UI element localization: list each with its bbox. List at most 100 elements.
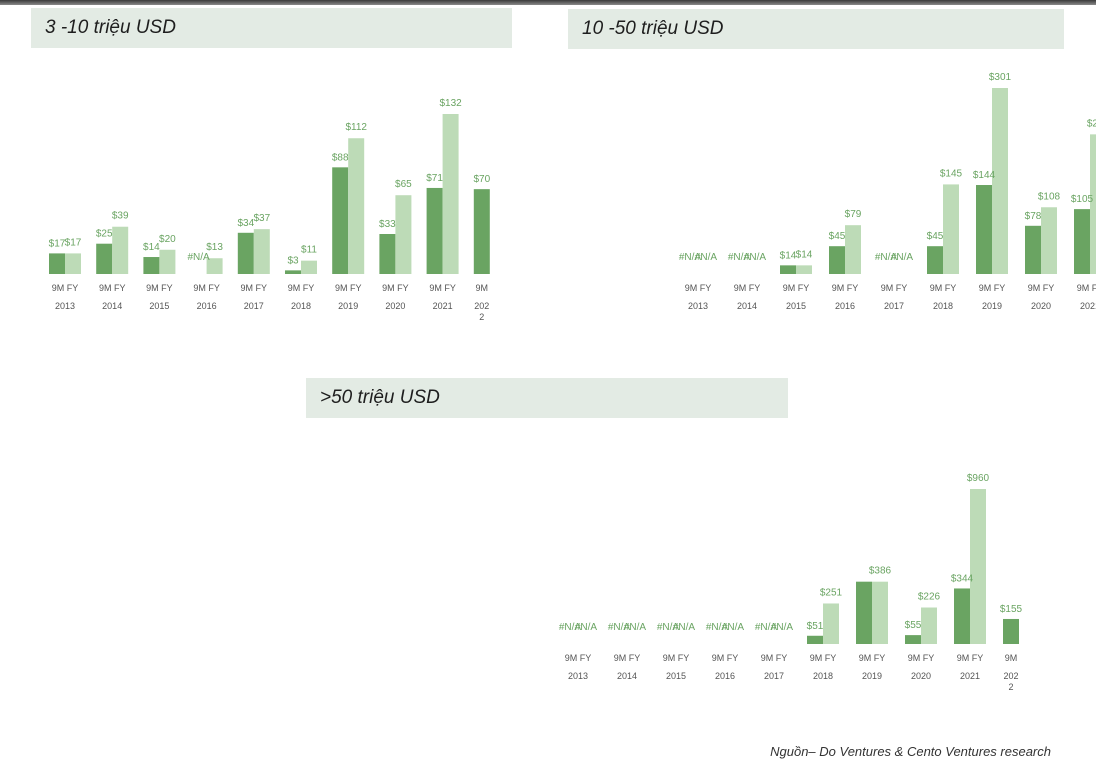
data-label-fy-2018: $145 (940, 168, 963, 179)
data-label-9m-2019: $144 (973, 170, 996, 181)
series-label-2014: 9M FY (614, 653, 641, 663)
data-label-fy-2013: $17 (65, 237, 82, 248)
chart-title-10-50m: 10 -50 triệu USD (568, 9, 1064, 49)
year-label-2021: 2021 (433, 301, 453, 311)
series-label-2013: 9M FY (52, 283, 79, 293)
data-label-fy-2019: $386 (869, 566, 892, 577)
bar-9m-2019 (976, 185, 992, 274)
year-label-2022: 202 (1003, 671, 1018, 681)
chart-title-over-50m: >50 triệu USD (306, 378, 788, 418)
data-label-9m-2020: $55 (905, 620, 922, 631)
series-label-2019: 9M FY (859, 653, 886, 663)
series-label-2020: 9M FY (908, 653, 935, 663)
bar-9m-2014 (96, 243, 113, 274)
bar-9m-2021 (1074, 209, 1090, 274)
data-label-9m-2014: #N/A (728, 252, 751, 263)
series-label-2018: 9M FY (288, 283, 315, 293)
bar-fy-2019 (872, 581, 888, 644)
data-label-fy-2013: #N/A (575, 622, 598, 633)
data-label-9m-2015: $14 (780, 250, 797, 261)
bar-9m-2013 (49, 253, 65, 274)
data-label-fy-2020: $226 (918, 592, 941, 603)
data-label-9m-2022: $155 (1000, 604, 1023, 615)
bar-fy-2018 (943, 184, 959, 274)
series-label-2016: 9M FY (193, 283, 220, 293)
year-label-2021: 2021 (1080, 301, 1096, 311)
data-label-fy-2017: $37 (253, 213, 270, 224)
year-label-2018: 2018 (933, 301, 953, 311)
data-label-9m-2021: $71 (426, 173, 443, 184)
bar-fy-2021 (442, 114, 459, 274)
bar-fy-2019 (348, 138, 365, 274)
bar-fy-2017 (253, 229, 270, 274)
data-label-9m-2016: #N/A (187, 252, 210, 263)
data-label-fy-2019: $301 (989, 72, 1012, 83)
year-label-2021: 2021 (960, 671, 980, 681)
data-label-fy-2017: #N/A (771, 622, 794, 633)
data-label-fy-2014: #N/A (744, 252, 767, 263)
bar-9m-2020 (379, 234, 396, 274)
bar-fy-2020 (395, 195, 412, 274)
top-border (0, 0, 1096, 5)
bar-9m-2020 (905, 635, 921, 644)
data-label-fy-2018: $251 (820, 587, 843, 598)
year-label-2017: 2017 (884, 301, 904, 311)
year-label-2020: 2020 (385, 301, 405, 311)
year-label-2014: 2014 (617, 671, 637, 681)
data-label-fy-2016: $13 (206, 242, 223, 253)
bar-fy-2020 (921, 607, 937, 644)
series-label-2013: 9M FY (565, 653, 592, 663)
data-label-9m-2014: $25 (96, 229, 113, 240)
series-label-2018: 9M FY (930, 283, 957, 293)
bar-fy-2016 (845, 225, 861, 274)
series-label-2014: 9M FY (734, 283, 761, 293)
year-label-2016: 2016 (197, 301, 217, 311)
data-label-9m-2013: $17 (49, 238, 66, 249)
data-label-9m-2015: #N/A (657, 622, 680, 633)
data-label-9m-2018: $51 (807, 621, 824, 632)
data-label-9m-2021: $344 (951, 573, 974, 584)
series-label-2022: 9M (1005, 653, 1018, 663)
data-label-9m-2017: #N/A (875, 252, 898, 263)
series-label-2017: 9M FY (761, 653, 788, 663)
data-label-9m-2018: $45 (927, 231, 944, 242)
bar-9m-2019 (332, 167, 349, 274)
data-label-9m-2019: $88 (332, 152, 349, 163)
chart-title-3-10m: 3 -10 triệu USD (31, 8, 512, 48)
data-label-fy-2019: $112 (345, 122, 367, 133)
year-label-2022-2: 2 (479, 312, 484, 322)
data-label-fy-2016: #N/A (722, 622, 745, 633)
data-label-9m-2015: $14 (143, 242, 160, 253)
data-label-9m-2018: $3 (287, 255, 299, 266)
year-label-2022: 202 (474, 301, 489, 311)
series-label-2013: 9M FY (685, 283, 712, 293)
data-label-fy-2018: $11 (301, 245, 317, 256)
series-label-2017: 9M FY (241, 283, 268, 293)
series-label-2015: 9M FY (663, 653, 690, 663)
data-label-9m-2016: #N/A (706, 622, 729, 633)
series-label-2017: 9M FY (881, 283, 908, 293)
data-label-9m-2017: #N/A (755, 622, 778, 633)
year-label-2018: 2018 (813, 671, 833, 681)
data-label-fy-2020: $108 (1038, 191, 1061, 202)
bar-9m-2022 (1003, 618, 1019, 644)
year-label-2019: 2019 (982, 301, 1002, 311)
data-label-fy-2021: $132 (439, 98, 462, 109)
series-label-2016: 9M FY (832, 283, 859, 293)
bar-fy-2021 (970, 489, 986, 644)
bar-9m-2020 (1025, 225, 1041, 274)
bar-chart-3-10m: $17 $17 9M FY 2013 $25 $39 9M FY 2014 $14$20 9M F… (49, 98, 491, 322)
bar-9m-2017 (237, 232, 254, 274)
bar-fy-2015 (796, 265, 812, 274)
series-label-2019: 9M FY (979, 283, 1006, 293)
data-label-9m-2020: $33 (379, 219, 396, 230)
bar-9m-2015 (780, 265, 796, 274)
year-label-2020: 2020 (911, 671, 931, 681)
series-label-2014: 9M FY (99, 283, 126, 293)
bar-9m-2016 (829, 246, 845, 274)
bar-fy-2014 (112, 226, 129, 274)
bar-fy-2015 (159, 249, 176, 274)
data-label-9m-2016: $45 (829, 231, 846, 242)
year-label-2015: 2015 (666, 671, 686, 681)
